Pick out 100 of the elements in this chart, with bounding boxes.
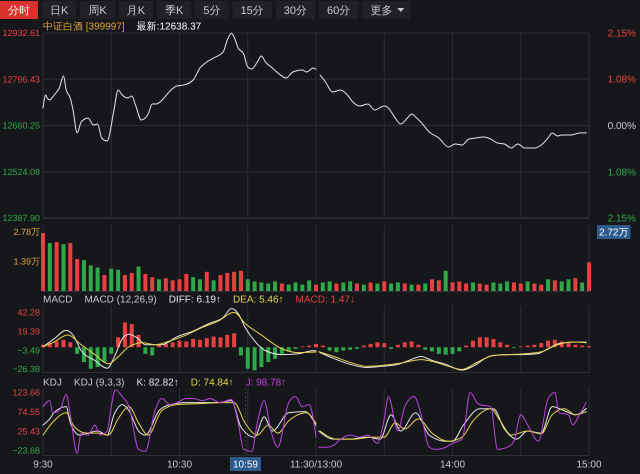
series-label: K: 82.82↑	[136, 378, 179, 388]
bar	[314, 344, 318, 348]
bar	[573, 344, 578, 348]
y2-tick-label: 1.08%	[608, 167, 636, 178]
bar	[362, 284, 366, 291]
bar	[273, 347, 278, 359]
bar	[178, 340, 182, 348]
bar	[246, 279, 250, 291]
bar	[546, 279, 550, 291]
bar	[88, 265, 93, 291]
bar	[416, 344, 420, 348]
bar	[484, 337, 489, 348]
bar	[328, 281, 332, 291]
bar	[130, 272, 134, 291]
bar	[491, 339, 496, 348]
series-label: D: 74.84↑	[190, 378, 234, 388]
y2-tick-label: 2.15%	[608, 214, 636, 224]
bar	[252, 281, 257, 291]
bar	[109, 268, 114, 291]
bar	[314, 284, 318, 291]
bar	[573, 278, 578, 291]
y-tick-label: 12660.25	[2, 120, 40, 131]
bar	[170, 280, 175, 291]
bar	[416, 284, 420, 291]
bar	[382, 281, 386, 291]
y2-tick-label: 0.00%	[608, 121, 636, 132]
text: 60分	[327, 5, 350, 17]
bar	[143, 274, 148, 291]
text: 分时	[8, 4, 30, 17]
bar	[450, 347, 454, 354]
bar	[116, 270, 120, 291]
bar	[382, 343, 386, 348]
bar	[552, 280, 557, 291]
bar	[457, 281, 462, 291]
bar	[505, 281, 510, 291]
bar	[184, 341, 188, 348]
text: MACD: 1.47↓	[296, 294, 356, 306]
text: 周K	[88, 5, 108, 17]
bar	[348, 281, 352, 291]
bar	[164, 344, 168, 348]
chart-subtitle: KDJ (9,3,3)	[74, 378, 124, 388]
bar	[143, 347, 148, 354]
bar	[191, 277, 196, 291]
bar	[478, 284, 482, 291]
bar	[546, 340, 550, 348]
bar	[102, 275, 106, 291]
bar	[102, 347, 106, 362]
bar	[280, 284, 284, 291]
bar	[389, 284, 394, 291]
bar	[96, 268, 100, 291]
bar	[225, 272, 230, 291]
bar	[212, 280, 216, 291]
bar	[238, 270, 243, 291]
bar	[150, 347, 154, 356]
bar	[68, 243, 72, 291]
text: 月K	[126, 5, 146, 17]
bar	[266, 284, 270, 291]
bar	[225, 334, 230, 348]
bar	[136, 266, 141, 291]
bar	[375, 284, 380, 291]
bar	[68, 342, 72, 348]
bar	[320, 282, 325, 291]
bar	[157, 279, 162, 291]
bar	[75, 347, 80, 354]
y-tick-label: 12387.90	[2, 213, 40, 224]
bar	[457, 347, 462, 352]
bar	[341, 282, 346, 291]
bar	[402, 284, 407, 291]
bar	[286, 284, 291, 291]
y2-tick-label: 2.15%	[608, 28, 636, 40]
bar	[436, 347, 441, 354]
bar	[539, 284, 544, 291]
y-tick-label: −26.38	[12, 364, 40, 374]
text: 季K	[165, 4, 184, 17]
bar	[198, 279, 202, 291]
bar	[300, 284, 304, 291]
bar	[341, 347, 346, 351]
y-tick-label: 1.39万	[13, 256, 40, 267]
bar	[122, 322, 127, 348]
bar	[436, 280, 441, 291]
bar	[560, 281, 564, 291]
bar	[470, 282, 475, 291]
x-tick-label: 10:59	[232, 460, 258, 470]
text: 15分	[240, 5, 264, 17]
bar	[61, 244, 66, 291]
bar	[178, 279, 182, 291]
bar	[307, 280, 312, 291]
bar	[273, 281, 278, 291]
bar	[430, 279, 434, 291]
bar	[368, 344, 373, 348]
bar	[61, 340, 66, 348]
bar	[566, 279, 571, 291]
x-tick-label: 9:30	[33, 460, 54, 470]
y-tick-label: 12932.61	[2, 28, 40, 38]
bar	[410, 341, 414, 348]
text: 2.72万	[599, 228, 628, 238]
series-label: DIFF: 6.19↑	[168, 294, 221, 306]
y-tick-label: 42.28	[17, 308, 40, 318]
bar	[212, 336, 216, 348]
y-tick-label: 74.55	[17, 406, 40, 417]
